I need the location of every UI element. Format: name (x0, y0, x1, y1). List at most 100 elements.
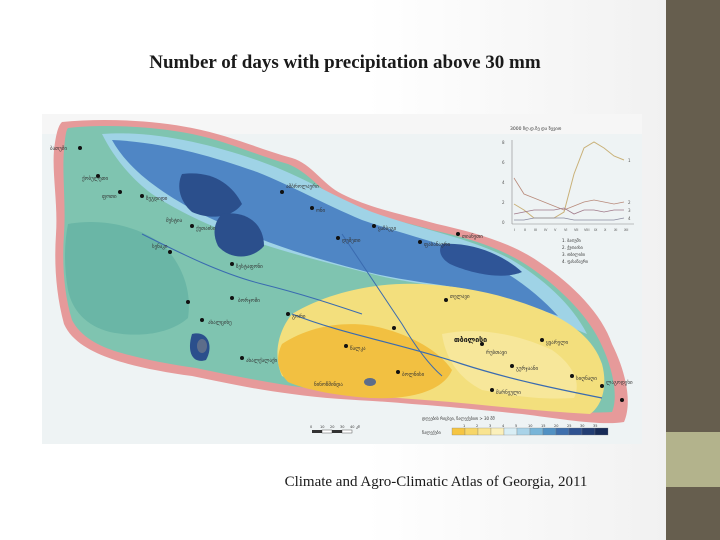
inset-x-tick: III (534, 228, 537, 232)
legend-swatches: 1 2 3 4 5 10 15 20 25 30 35 (451, 424, 609, 436)
city-label: ფოთი (102, 194, 117, 200)
legend-value: 15 (541, 424, 545, 428)
legend-swatch (477, 427, 492, 436)
scale-tick: 10 (320, 425, 324, 429)
scale-tick: 40 (350, 425, 354, 429)
inset-legend-item: 3. თბილისი (562, 252, 585, 257)
legend-value: 30 (580, 424, 584, 428)
lake-1 (364, 378, 376, 386)
legend-swatch (451, 427, 466, 436)
river-1 (291, 313, 603, 399)
inset-line-label: 3 (628, 208, 631, 213)
slide-title: Number of days with precipitation above … (149, 52, 541, 73)
inset-legend-item: 2. ქუთაისი (562, 245, 583, 250)
legend-label: ნალექები (422, 430, 441, 435)
map-canvas: ბათუმი ქობულეთი ფოთი ზუგდიდი სენაკი ქუთა… (42, 114, 642, 444)
city-label: სენაკი (152, 243, 168, 250)
lake-2 (197, 339, 207, 353)
inset-line-label: 4 (628, 216, 631, 221)
slide-caption: Climate and Agro-Climatic Atlas of Georg… (284, 474, 588, 490)
legend-swatch (568, 427, 583, 436)
inset-line-4 (514, 217, 625, 221)
city-label: ყაზბეგი (378, 225, 397, 232)
scale-tick: 20 (330, 425, 334, 429)
city-label: სიღნაღი (576, 375, 597, 382)
inset-x-tick: V (554, 228, 557, 232)
city-label: ახალციხე (208, 319, 232, 326)
inset-x-tick: VII (574, 228, 578, 232)
zone-darkblue-2 (214, 213, 264, 257)
city-label: ახალქალაქი (246, 357, 278, 364)
zone-darkblue-1 (179, 173, 242, 217)
legend-title: დღეების რიცხვი, ნალექებით > 30 მმ (422, 416, 495, 421)
legend-swatch (555, 427, 570, 436)
color-legend: დღეების რიცხვი, ნალექებით > 30 მმ ნალექე… (422, 416, 609, 436)
inset-x-tick: VIII (584, 228, 590, 232)
side-bar-bottom (666, 487, 720, 540)
inset-x-tick: IX (594, 228, 598, 232)
legend-value: 5 (515, 424, 517, 428)
city-label: დუშეთი (342, 237, 361, 244)
city-label: ონი (316, 207, 326, 214)
legend-swatch (594, 427, 609, 436)
scale-bar: 0 10 20 30 40 კმ (310, 425, 360, 434)
city-label: გორი (292, 313, 306, 320)
zone-yellow-east (442, 331, 577, 399)
inset-x-tick: II (524, 228, 526, 232)
inset-line-label: 1 (628, 158, 631, 163)
legend-swatch (581, 427, 596, 436)
legend-swatch (529, 427, 544, 436)
inset-legend-item: 1. ბათუმი (562, 238, 581, 243)
city-label: ფასანაური (424, 241, 451, 248)
inset-line-2 (513, 177, 625, 211)
city-label: ყვარელი (546, 339, 569, 346)
city-markers (78, 146, 624, 402)
inset-line-1 (513, 141, 625, 219)
city-label: ქობულეთი (82, 175, 109, 182)
city-label: ბორჯომი (238, 297, 260, 304)
city-label: ლაგოდეხი (606, 379, 633, 386)
legend-value: 35 (593, 424, 597, 428)
city-label: გურჯაანი (516, 365, 538, 372)
scale-tick: 30 (340, 425, 344, 429)
inset-y-tick: 2 (502, 200, 505, 205)
city-label: ზუგდიდი (146, 195, 168, 202)
river-3 (341, 233, 443, 377)
legend-value: 10 (528, 424, 532, 428)
legend-swatch (542, 427, 557, 436)
zone-orange (278, 324, 452, 399)
legend-value: 20 (554, 424, 558, 428)
legend-value: 3 (489, 424, 491, 428)
river-2 (141, 233, 363, 315)
city-label: ბათუმი (50, 145, 67, 152)
inset-line-3 (513, 207, 624, 215)
inset-x-tick: I (514, 228, 515, 232)
inset-legend-item: 4. ფასანაური (562, 259, 588, 264)
inset-x-tick: X (604, 228, 607, 232)
city-label: ბოლნისი (402, 371, 425, 378)
city-label: თელავი (450, 294, 470, 300)
city-label: რუსთავი (486, 349, 507, 356)
city-label-capital: თბილისი (454, 336, 487, 344)
inset-line-label: 2 (628, 200, 631, 205)
city-label: მესტია (166, 217, 183, 224)
city-label: ზესტაფონი (236, 263, 263, 270)
precipitation-map: ბათუმი ქობულეთი ფოთი ზუგდიდი სენაკი ქუთა… (42, 114, 642, 444)
legend-value: 1 (463, 424, 465, 428)
inset-chart-title: 3000 ზღ.დ.ზე და ზევით (510, 125, 562, 132)
inset-x-tick: XII (624, 228, 628, 232)
scale-tick: 0 (310, 425, 312, 429)
zone-darkblue-3 (440, 243, 522, 276)
legend-swatch (503, 427, 518, 436)
city-label: ამბროლაური (286, 183, 319, 190)
inset-chart: 3000 ზღ.დ.ზე და ზევით 8 6 4 2 0 1 2 3 4 … (502, 125, 634, 264)
inset-y-tick: 4 (502, 180, 505, 185)
inset-x-tick: XI (614, 228, 617, 232)
legend-swatch (464, 427, 479, 436)
city-label: თიანეთი (462, 233, 483, 240)
city-label: ნინოწმინდა (314, 381, 343, 388)
zone-west-teal (65, 222, 189, 335)
legend-swatch (516, 427, 531, 436)
inset-y-tick: 0 (502, 220, 505, 225)
legend-value: 25 (567, 424, 571, 428)
